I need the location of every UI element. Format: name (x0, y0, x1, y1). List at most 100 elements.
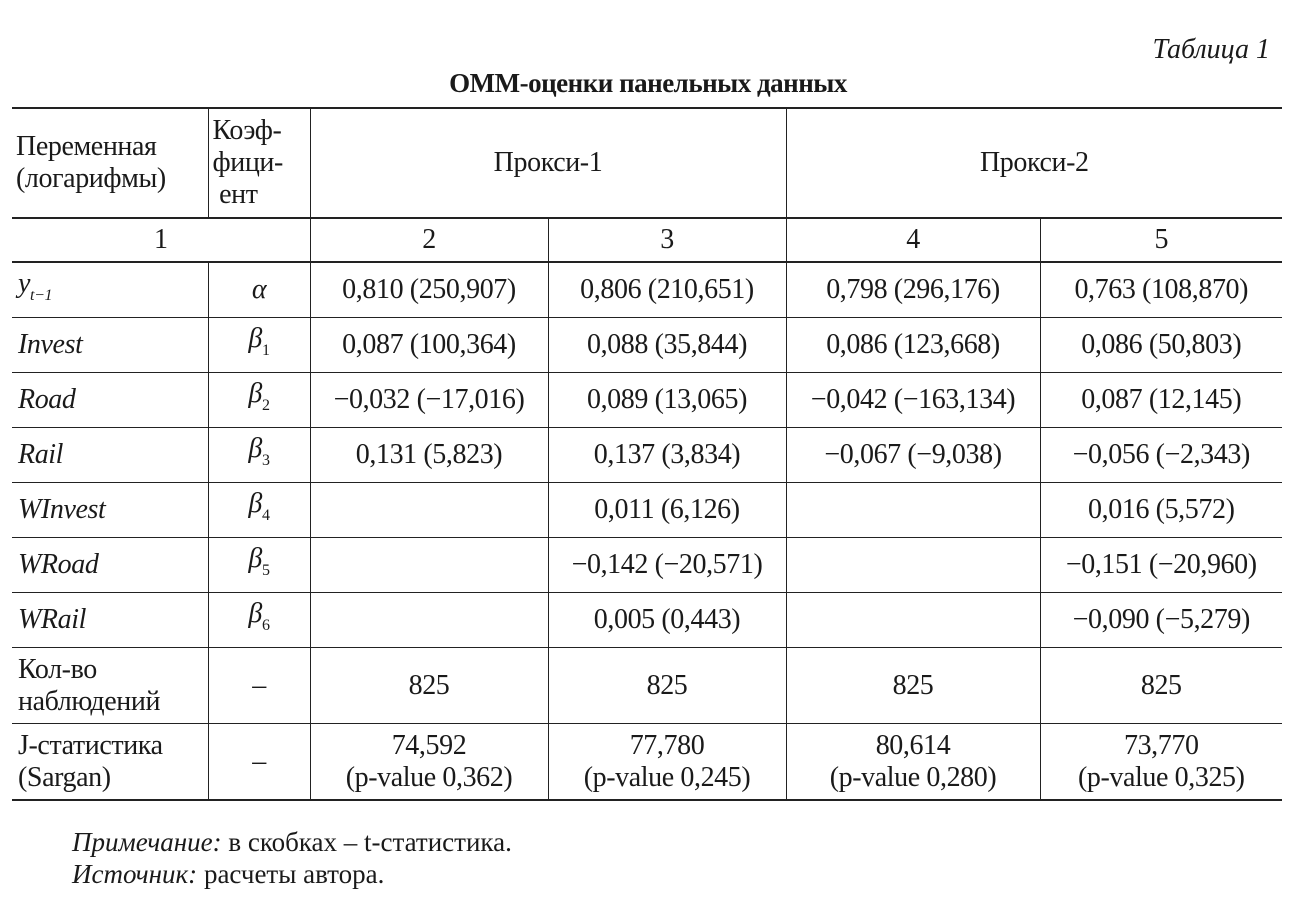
value-cell: 0,089 (13,065) (547, 372, 787, 428)
value-cell: 825 (547, 647, 787, 724)
variable-name: WRoad (18, 549, 99, 580)
variable-name: y (18, 268, 31, 299)
coefficient-cell: – (207, 723, 311, 801)
p-value: (p-value 0,325) (1077, 761, 1245, 793)
j-statistic: 73,770 (1123, 729, 1199, 761)
value-cell: −0,056 (−2,343) (1039, 427, 1283, 483)
jstat-row: J-статистика (Sargan) –74,592 (p-value 0,36… (12, 723, 1283, 801)
value-cell: 0,088 (35,844) (547, 317, 787, 373)
variable-name: Rail (18, 439, 64, 470)
coefficient-symbol: β (248, 598, 262, 629)
source-line: Источник: расчеты автора. (72, 858, 512, 890)
p-value: (p-value 0,280) (829, 761, 997, 793)
header-coefficient: Коэф-фици- ент (207, 107, 311, 219)
header-proxy2: Прокси-2 (785, 107, 1283, 219)
variable-cell: Road (12, 372, 209, 428)
variable-name: Invest (18, 329, 83, 360)
table-notes: Примечание: в скобках – t-статистика. Ис… (72, 826, 512, 890)
value-cell: 77,780 (p-value 0,245) (547, 723, 787, 801)
note-text: в скобках – t-статистика. (221, 827, 512, 857)
source-label: Источник: (72, 859, 198, 889)
value-cell: 825 (309, 647, 549, 724)
p-value: (p-value 0,245) (583, 761, 751, 793)
coefficient-symbol: β (248, 543, 262, 574)
value-cell: −0,151 (−20,960) (1039, 537, 1283, 593)
value-cell: 0,087 (12,145) (1039, 372, 1283, 428)
value-cell: 0,798 (296,176) (785, 262, 1041, 318)
variable-cell: yt−1 (12, 262, 209, 318)
j-statistic: 80,614 (875, 729, 951, 761)
coefficient-subscript: 3 (261, 452, 270, 469)
coefficient-cell: – (207, 647, 311, 724)
table-row: yt−1 α 0,810 (250,907) 0,806 (210,651) 0,798… (12, 262, 1283, 318)
observations-row: Кол-во наблюдений –825 825 825 825 (12, 647, 1283, 724)
label-line: наблюдений (18, 685, 161, 717)
coefficient-symbol: β (248, 433, 262, 464)
table-row: Invest β1 0,087 (100,364) 0,088 (35,844) 0,0… (12, 317, 1283, 373)
column-number: 5 (1039, 218, 1283, 263)
variable-name: WRail (18, 604, 86, 635)
table-row: WRoad β5 −0,142 (−20,571) −0,151 (−20,960) (12, 537, 1283, 593)
variable-cell: WInvest (12, 482, 209, 538)
p-value: (p-value 0,362) (345, 761, 513, 793)
value-cell: 0,763 (108,870) (1039, 262, 1283, 318)
value-cell: 0,810 (250,907) (309, 262, 549, 318)
coefficient-symbol: β (248, 378, 262, 409)
coefficient-cell: β4 (207, 482, 311, 538)
j-statistic: 77,780 (629, 729, 705, 761)
variable-name: WInvest (18, 494, 106, 525)
value-cell: 0,086 (50,803) (1039, 317, 1283, 373)
source-text: расчеты автора. (197, 859, 385, 889)
variable-cell: WRoad (12, 537, 209, 593)
coefficient-subscript: 4 (261, 507, 270, 524)
value-cell (785, 592, 1041, 648)
coefficient-cell: β5 (207, 537, 311, 593)
table-title: ОММ-оценки панельных данных (449, 68, 847, 98)
table-number: Таблица 1 (1152, 34, 1271, 65)
variable-cell: Rail (12, 427, 209, 483)
coefficient-cell: β1 (207, 317, 311, 373)
observations-label: Кол-во наблюдений (12, 647, 209, 724)
column-number-row: 1 2 3 4 5 (12, 218, 1283, 263)
header-proxy1: Прокси-1 (309, 107, 787, 219)
value-cell (785, 537, 1041, 593)
jstat-label: J-статистика (Sargan) (12, 723, 209, 801)
note-line: Примечание: в скобках – t-статистика. (72, 826, 512, 858)
value-cell: 0,087 (100,364) (309, 317, 549, 373)
value-cell: 74,592 (p-value 0,362) (309, 723, 549, 801)
value-cell: 0,806 (210,651) (547, 262, 787, 318)
value-cell: −0,090 (−5,279) (1039, 592, 1283, 648)
label-line: (Sargan) (18, 761, 111, 793)
variable-cell: Invest (12, 317, 209, 373)
value-cell: 0,016 (5,572) (1039, 482, 1283, 538)
coefficient-cell: β2 (207, 372, 311, 428)
value-cell (309, 482, 549, 538)
coefficient-symbol: β (248, 323, 262, 354)
value-cell (309, 537, 549, 593)
table-row: WRail β6 0,005 (0,443) −0,090 (−5,279) (12, 592, 1283, 648)
variable-name: Road (18, 384, 76, 415)
coefficient-symbol: α (251, 274, 267, 305)
value-cell: 825 (785, 647, 1041, 724)
column-number: 1 (12, 218, 311, 263)
j-statistic: 74,592 (391, 729, 467, 761)
coefficient-subscript: 2 (261, 397, 270, 414)
coefficient-subscript: 1 (261, 342, 270, 359)
coefficient-cell: α (207, 262, 311, 318)
column-number: 2 (309, 218, 549, 263)
coefficient-subscript: 6 (261, 617, 270, 634)
table-row: Rail β3 0,131 (5,823) 0,137 (3,834) −0,067 (… (12, 427, 1283, 483)
coefficient-symbol: β (248, 488, 262, 519)
value-cell: 825 (1039, 647, 1283, 724)
note-label: Примечание: (72, 827, 222, 857)
value-cell: 0,086 (123,668) (785, 317, 1041, 373)
header-row: Переменная (логарифмы) Коэф-фици- ент Про… (12, 107, 1283, 219)
coefficient-cell: β6 (207, 592, 311, 648)
value-cell: −0,142 (−20,571) (547, 537, 787, 593)
value-cell: 0,011 (6,126) (547, 482, 787, 538)
value-cell: 73,770 (p-value 0,325) (1039, 723, 1283, 801)
value-cell: 0,131 (5,823) (309, 427, 549, 483)
value-cell: −0,032 (−17,016) (309, 372, 549, 428)
value-cell (309, 592, 549, 648)
header-variable: Переменная (логарифмы) (12, 107, 209, 219)
